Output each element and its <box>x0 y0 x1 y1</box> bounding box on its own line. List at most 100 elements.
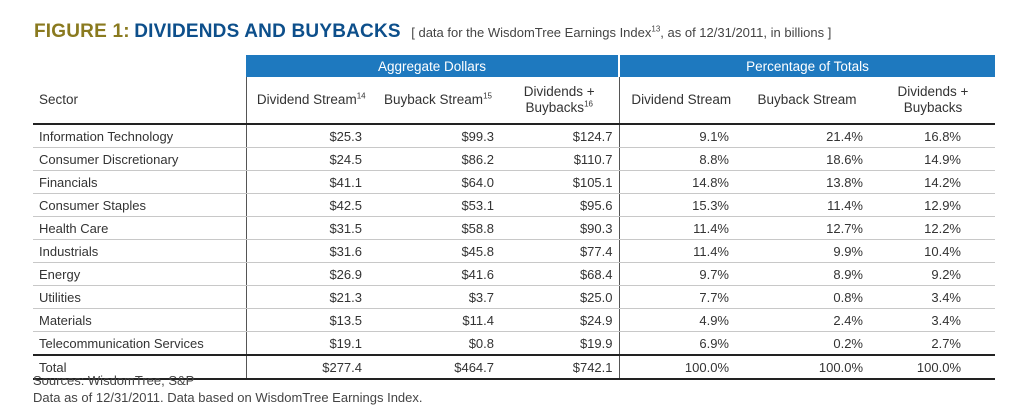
subtitle-text-pre: [ data for the WisdomTree Earnings Index <box>411 25 652 40</box>
table-row: Industrials $31.6 $45.8 $77.4 11.4% 9.9%… <box>33 239 995 263</box>
cell-sector: Industrials <box>33 239 246 263</box>
cell-dividend-stream: $25.3 <box>245 124 376 148</box>
cell-pct-buyback: 2.4% <box>743 308 871 332</box>
cell-pct-buyback: 11.4% <box>743 193 871 217</box>
cell-buyback-stream: $0.8 <box>376 331 500 356</box>
cell-pct-dividends-buybacks: 2.7% <box>871 331 995 356</box>
cell-buyback-stream: $11.4 <box>376 308 500 332</box>
cell-pct-dividend: 8.8% <box>618 147 743 171</box>
cell-pct-buyback: 13.8% <box>743 170 871 194</box>
col-header-pct-dividends-buybacks: Dividends + Buybacks <box>871 77 995 125</box>
dividends-buybacks-table: Aggregate Dollars Percentage of Totals S… <box>33 55 995 380</box>
group-header-row: Aggregate Dollars Percentage of Totals <box>33 55 995 77</box>
cell-dividend-stream: $26.9 <box>245 262 376 286</box>
total-dividend-stream: $277.4 <box>245 354 376 380</box>
col-header-dividend-stream-footnote: 14 <box>356 91 366 101</box>
cell-dividends-buybacks: $19.9 <box>500 331 619 356</box>
total-dividends-buybacks: $742.1 <box>500 354 619 380</box>
cell-buyback-stream: $53.1 <box>376 193 500 217</box>
table-row: Health Care $31.5 $58.8 $90.3 11.4% 12.7… <box>33 216 995 240</box>
figure-label: FIGURE 1: <box>34 21 130 42</box>
cell-pct-dividends-buybacks: 14.2% <box>871 170 995 194</box>
group-header-blank <box>33 55 246 77</box>
col-header-dividends-buybacks-line2: Buybacks <box>525 100 585 115</box>
cell-sector: Financials <box>33 170 246 194</box>
total-pct-buyback: 100.0% <box>743 354 871 380</box>
total-pct-dividend: 100.0% <box>618 354 743 380</box>
cell-dividends-buybacks: $124.7 <box>500 124 619 148</box>
subtitle-text-post: , as of 12/31/2011, in billions ] <box>660 25 832 40</box>
cell-buyback-stream: $41.6 <box>376 262 500 286</box>
subtitle-footnote: 13 <box>651 24 661 34</box>
cell-pct-dividends-buybacks: 10.4% <box>871 239 995 263</box>
cell-pct-dividends-buybacks: 14.9% <box>871 147 995 171</box>
col-header-pct-dividends-buybacks-line1: Dividends + <box>897 84 969 99</box>
col-header-dividend-stream: Dividend Stream14 <box>245 77 376 125</box>
cell-buyback-stream: $86.2 <box>376 147 500 171</box>
cell-pct-buyback: 21.4% <box>743 124 871 148</box>
table-row: Consumer Discretionary $24.5 $86.2 $110.… <box>33 147 995 171</box>
cell-dividends-buybacks: $90.3 <box>500 216 619 240</box>
column-header-row: Sector Dividend Stream14 Buyback Stream1… <box>33 77 995 125</box>
table-row: Financials $41.1 $64.0 $105.1 14.8% 13.8… <box>33 170 995 194</box>
cell-buyback-stream: $45.8 <box>376 239 500 263</box>
col-header-sector: Sector <box>33 77 246 125</box>
cell-pct-buyback: 9.9% <box>743 239 871 263</box>
col-header-dividends-buybacks-line1: Dividends + <box>523 84 595 99</box>
cell-dividend-stream: $13.5 <box>245 308 376 332</box>
col-header-pct-dividend-stream: Dividend Stream <box>618 77 743 125</box>
total-row: Total $277.4 $464.7 $742.1 100.0% 100.0%… <box>33 354 995 380</box>
cell-sector: Consumer Staples <box>33 193 246 217</box>
total-buyback-stream: $464.7 <box>376 354 500 380</box>
col-header-pct-dividends-buybacks-line2: Buybacks <box>903 100 963 115</box>
cell-dividend-stream: $42.5 <box>245 193 376 217</box>
cell-pct-dividends-buybacks: 12.9% <box>871 193 995 217</box>
total-label: Total <box>33 354 246 380</box>
cell-sector: Information Technology <box>33 124 246 148</box>
table-row: Consumer Staples $42.5 $53.1 $95.6 15.3%… <box>33 193 995 217</box>
table-row: Materials $13.5 $11.4 $24.9 4.9% 2.4% 3.… <box>33 308 995 332</box>
cell-pct-dividend: 9.7% <box>618 262 743 286</box>
table-row: Energy $26.9 $41.6 $68.4 9.7% 8.9% 9.2% <box>33 262 995 286</box>
cell-pct-dividend: 14.8% <box>618 170 743 194</box>
cell-dividends-buybacks: $110.7 <box>500 147 619 171</box>
cell-sector: Materials <box>33 308 246 332</box>
group-header-percentage: Percentage of Totals <box>618 55 995 77</box>
data-note-line: Data as of 12/31/2011. Data based on Wis… <box>33 390 423 405</box>
cell-dividend-stream: $31.6 <box>245 239 376 263</box>
table-row: Telecommunication Services $19.1 $0.8 $1… <box>33 331 995 356</box>
cell-pct-dividend: 11.4% <box>618 239 743 263</box>
col-header-dividends-buybacks: Dividends + Buybacks16 <box>500 77 619 125</box>
cell-pct-dividend: 11.4% <box>618 216 743 240</box>
col-header-buyback-stream-text: Buyback Stream <box>384 92 484 107</box>
cell-dividends-buybacks: $77.4 <box>500 239 619 263</box>
cell-dividend-stream: $21.3 <box>245 285 376 309</box>
cell-pct-dividend: 15.3% <box>618 193 743 217</box>
cell-dividend-stream: $24.5 <box>245 147 376 171</box>
cell-pct-dividend: 7.7% <box>618 285 743 309</box>
cell-buyback-stream: $99.3 <box>376 124 500 148</box>
cell-sector: Consumer Discretionary <box>33 147 246 171</box>
cell-sector: Telecommunication Services <box>33 331 246 356</box>
sources-line: Sources: WisdomTree, S&P <box>33 373 195 388</box>
cell-pct-dividends-buybacks: 16.8% <box>871 124 995 148</box>
cell-pct-dividends-buybacks: 3.4% <box>871 285 995 309</box>
cell-dividends-buybacks: $95.6 <box>500 193 619 217</box>
sources-note: Sources: WisdomTree, S&P Data as of 12/3… <box>33 372 423 406</box>
cell-sector: Utilities <box>33 285 246 309</box>
cell-dividends-buybacks: $25.0 <box>500 285 619 309</box>
cell-dividend-stream: $31.5 <box>245 216 376 240</box>
cell-dividends-buybacks: $24.9 <box>500 308 619 332</box>
table-row: Utilities $21.3 $3.7 $25.0 7.7% 0.8% 3.4… <box>33 285 995 309</box>
table-row: Information Technology $25.3 $99.3 $124.… <box>33 124 995 148</box>
cell-pct-dividend: 6.9% <box>618 331 743 356</box>
cell-dividends-buybacks: $68.4 <box>500 262 619 286</box>
cell-buyback-stream: $64.0 <box>376 170 500 194</box>
cell-buyback-stream: $58.8 <box>376 216 500 240</box>
cell-pct-buyback: 8.9% <box>743 262 871 286</box>
total-pct-dividends-buybacks: 100.0% <box>871 354 995 380</box>
col-header-dividends-buybacks-footnote: 16 <box>584 99 593 109</box>
cell-buyback-stream: $3.7 <box>376 285 500 309</box>
cell-pct-dividends-buybacks: 3.4% <box>871 308 995 332</box>
cell-pct-dividend: 4.9% <box>618 308 743 332</box>
